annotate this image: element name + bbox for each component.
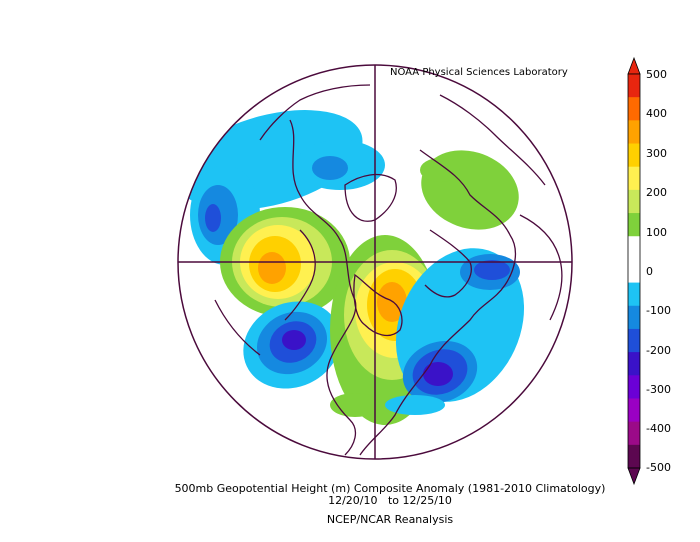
- colorbar-cell: [628, 328, 640, 353]
- colorbar-tick-label: -100: [646, 304, 671, 317]
- coastline-pacific-islands: [214, 299, 261, 356]
- colorbar-cell: [628, 305, 640, 330]
- coastline-greenland: [344, 173, 397, 222]
- coastline-europe: [424, 229, 472, 298]
- coastline-atlantic: [359, 149, 517, 456]
- caption-dates: 12/20/10 to 12/25/10: [328, 494, 452, 507]
- coastline-hudson: [353, 273, 403, 337]
- colorbar-tick-label: 300: [646, 147, 667, 160]
- caption-title: 500mb Geopotential Height (m) Composite …: [174, 482, 606, 495]
- coastline-alaska: [284, 229, 316, 321]
- caption-source: NCEP/NCAR Reanalysis: [326, 513, 454, 526]
- negative-anomaly-atlantic: [385, 248, 525, 415]
- coastline-asia-east: [519, 214, 563, 321]
- colorbar-cell: [628, 143, 640, 168]
- colorbar-cell: [628, 166, 640, 191]
- coastlines: [177, 64, 573, 460]
- colorbar-cell: [628, 398, 640, 423]
- colorbar-cell: [628, 236, 640, 260]
- colorbar-cell: [628, 213, 640, 237]
- colorbar-cell: [628, 375, 640, 399]
- colorbar-cell: [628, 97, 640, 121]
- coastline-asia-north: [439, 94, 546, 186]
- colorbar-cell: [628, 444, 640, 469]
- colorbar-tick-label: -300: [646, 383, 671, 396]
- colorbar-tick-label: 500: [646, 68, 667, 81]
- colorbar-tick-label: -500: [646, 461, 671, 474]
- negative-anomaly-pacific: [243, 301, 341, 389]
- coastline-siberia: [259, 84, 371, 141]
- colorbar-tick-label: 400: [646, 107, 667, 120]
- colorbar-tick-label: -400: [646, 422, 671, 435]
- credit-label: NOAA Physical Sciences Laboratory: [390, 67, 568, 78]
- colorbar-frame: [627, 73, 641, 469]
- colorbar-cell: [628, 74, 640, 98]
- colorbar-tick-label: 100: [646, 226, 667, 239]
- colorbar-tick-label: 0: [646, 265, 653, 278]
- colorbar-cell: [628, 120, 640, 145]
- anomaly-field: [178, 110, 525, 425]
- colorbar-cell: [628, 282, 640, 307]
- colorbar-tick-label: 200: [646, 186, 667, 199]
- colorbar-cell: [628, 421, 640, 446]
- positive-anomaly-europe: [420, 150, 519, 230]
- colorbar: [627, 56, 641, 486]
- colorbar-cell: [628, 189, 640, 214]
- colorbar-tick-label: -200: [646, 344, 671, 357]
- colorbar-cell: [628, 352, 640, 376]
- colorbar-max-arrow: [627, 56, 641, 75]
- colorbar-cell: [628, 259, 640, 284]
